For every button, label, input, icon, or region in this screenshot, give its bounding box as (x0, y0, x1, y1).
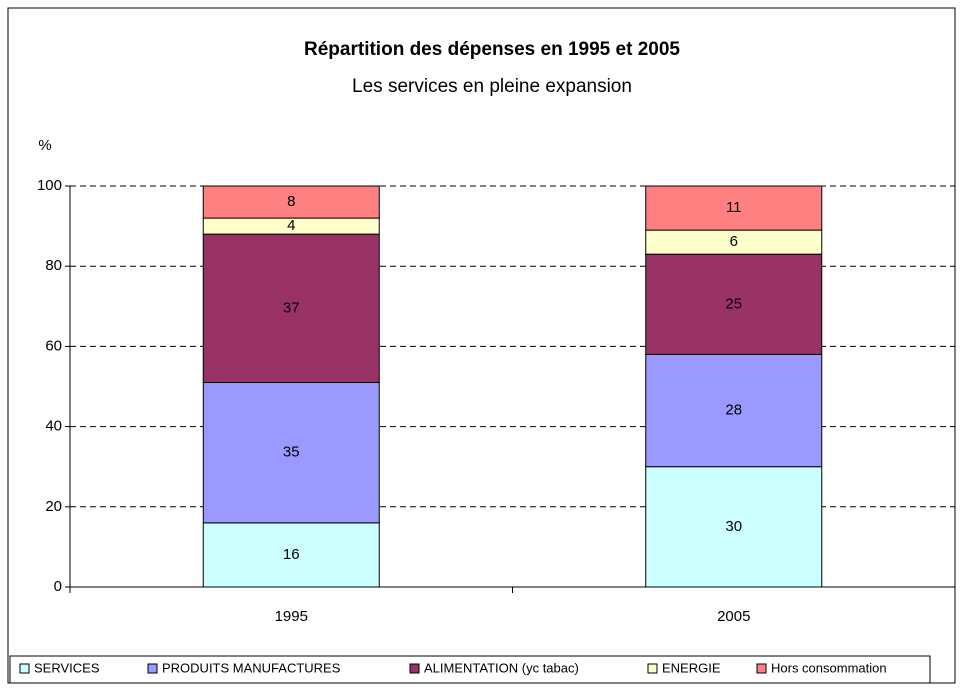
bar-segment (645, 185, 823, 231)
legend-label: PRODUITS MANUFACTURES (162, 660, 341, 675)
data-label: 37 (283, 299, 300, 316)
x-tick-label: 2005 (717, 608, 750, 625)
data-label: 4 (287, 217, 295, 234)
y-tick-label: 80 (45, 257, 62, 274)
legend-swatch (147, 663, 158, 674)
y-tick-label: 40 (45, 418, 62, 435)
bar-segment (645, 253, 823, 355)
y-tick-label: 60 (45, 337, 62, 354)
bar-segment (202, 185, 380, 219)
data-label: 16 (283, 546, 300, 563)
legend-label: Hors consommation (771, 660, 887, 675)
data-label: 6 (730, 233, 738, 250)
legend-label: SERVICES (34, 660, 100, 675)
y-axis-label: % (38, 137, 51, 154)
data-label: 35 (283, 444, 300, 461)
y-tick-label: 0 (54, 578, 62, 595)
legend-swatch (19, 663, 30, 674)
data-label: 11 (726, 199, 742, 216)
legend-swatch (409, 663, 420, 674)
y-tick-label: 100 (37, 177, 62, 194)
x-tick-label: 1995 (275, 608, 308, 625)
bar-segment (202, 233, 380, 383)
bar-segment (202, 522, 380, 588)
bar-segment (645, 466, 823, 588)
legend-swatch (756, 663, 767, 674)
legend-box (9, 655, 931, 684)
y-tick-label: 20 (45, 498, 62, 515)
bar-segment (202, 381, 380, 524)
legend-label: ENERGIE (662, 660, 721, 675)
legend-swatch (647, 663, 658, 674)
chart-title: Répartition des dépenses en 1995 et 2005 (304, 39, 680, 60)
data-label: 25 (725, 295, 742, 312)
chart-subtitle: Les services en pleine expansion (352, 76, 632, 97)
bar-segment (645, 353, 823, 468)
bar-segment (645, 229, 823, 255)
legend-label: ALIMENTATION (yc tabac) (424, 660, 579, 675)
data-label: 8 (287, 193, 295, 210)
data-label: 30 (725, 518, 742, 535)
data-label: 28 (725, 402, 742, 419)
